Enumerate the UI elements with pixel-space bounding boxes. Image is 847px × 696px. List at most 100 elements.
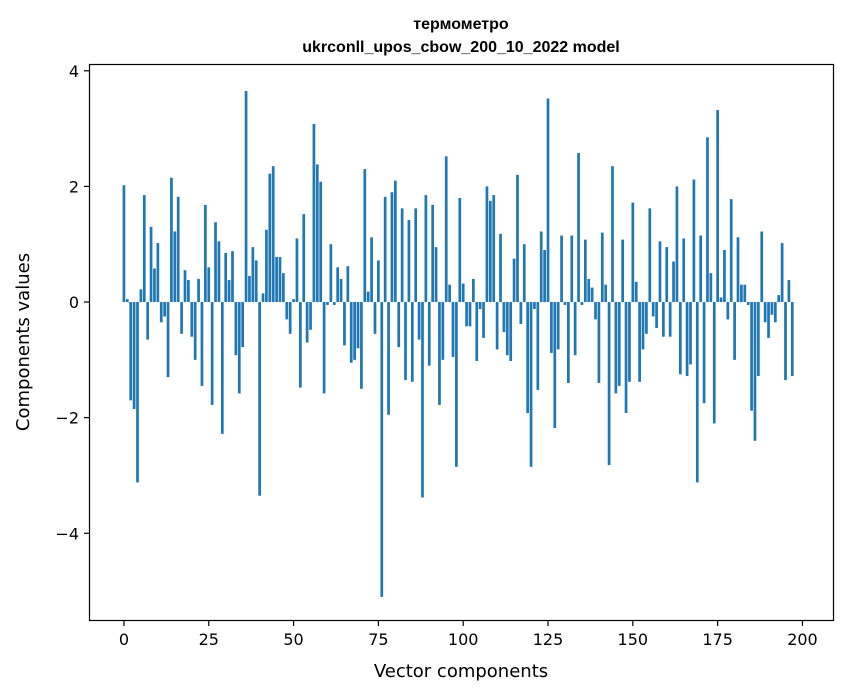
bar — [278, 256, 282, 303]
bar — [628, 302, 631, 382]
bar — [305, 302, 309, 343]
bar — [142, 195, 146, 303]
bar — [234, 302, 238, 356]
bar — [146, 302, 150, 340]
bar — [159, 302, 163, 323]
bar — [790, 302, 794, 377]
bar — [441, 302, 445, 360]
bar — [621, 239, 625, 303]
bar — [757, 302, 760, 377]
bar — [546, 98, 550, 303]
bar — [651, 302, 655, 317]
bar — [665, 247, 669, 303]
bar — [709, 273, 713, 303]
bar — [600, 232, 604, 303]
bar — [746, 302, 750, 305]
x-tick-label: 150 — [618, 630, 649, 649]
bar — [604, 284, 608, 303]
bar — [526, 302, 530, 414]
bar — [295, 238, 299, 303]
bar — [173, 231, 177, 303]
plot-frame — [88, 63, 835, 622]
bar — [505, 302, 509, 356]
bar — [366, 291, 370, 303]
bar — [461, 283, 465, 303]
bar — [611, 166, 614, 303]
bar — [767, 302, 770, 338]
bar — [550, 302, 553, 353]
bar — [583, 239, 587, 303]
bar — [197, 278, 200, 303]
bar — [448, 284, 451, 303]
bar — [631, 202, 635, 303]
bar — [187, 280, 190, 303]
bar — [553, 302, 557, 429]
bar — [519, 302, 523, 324]
bar — [770, 302, 774, 315]
bar — [682, 238, 686, 303]
bar — [207, 267, 211, 303]
bar — [716, 110, 720, 303]
bar — [404, 302, 407, 381]
bar — [237, 302, 241, 394]
bar — [125, 299, 129, 303]
bar — [129, 302, 133, 401]
bar — [265, 229, 268, 303]
bar — [149, 226, 153, 303]
bar — [672, 261, 675, 303]
bar — [522, 244, 526, 303]
bar — [509, 302, 513, 361]
bar — [227, 280, 231, 303]
bar — [736, 237, 740, 303]
bar — [699, 235, 703, 303]
y-axis-ticks: −4 −2 0 2 4 — [55, 62, 90, 543]
bar — [723, 250, 726, 303]
bar — [492, 195, 496, 303]
bar — [251, 247, 255, 303]
bar — [282, 273, 285, 303]
bar — [689, 302, 692, 365]
y-tick-label: 0 — [69, 293, 79, 312]
y-axis-label: Components values — [13, 253, 34, 431]
bar — [743, 284, 747, 303]
bar — [750, 302, 753, 411]
bar — [326, 302, 329, 305]
bar — [468, 302, 472, 327]
bar — [363, 169, 367, 303]
x-axis-label: Vector components — [374, 661, 548, 682]
x-tick-label: 175 — [702, 630, 733, 649]
bar — [261, 293, 265, 303]
chart-subtitle: ukrconll_upos_cbow_200_10_2022 model — [302, 39, 619, 56]
bar — [573, 302, 577, 356]
bar — [132, 302, 136, 409]
bar — [488, 200, 492, 303]
bar — [787, 280, 791, 303]
bar — [414, 208, 418, 303]
bar — [638, 302, 641, 382]
bar — [383, 196, 387, 303]
bar — [719, 297, 723, 303]
bar — [760, 231, 764, 303]
bar — [268, 173, 272, 303]
bar — [458, 197, 462, 303]
bar — [224, 252, 228, 303]
bar — [397, 302, 401, 348]
bar — [434, 247, 438, 303]
bar — [220, 302, 224, 434]
bar — [539, 231, 543, 303]
bar — [472, 278, 475, 303]
bar — [339, 278, 343, 303]
bar — [733, 302, 736, 360]
bar — [400, 208, 404, 303]
bar — [587, 278, 591, 303]
bar — [241, 302, 245, 348]
bar — [475, 302, 479, 361]
x-tick-label: 0 — [119, 630, 129, 649]
bar — [607, 302, 611, 466]
bar — [231, 251, 234, 303]
bar — [763, 302, 767, 323]
bar — [410, 302, 414, 382]
bar — [662, 302, 665, 337]
bar — [370, 237, 373, 303]
bar — [302, 214, 306, 303]
